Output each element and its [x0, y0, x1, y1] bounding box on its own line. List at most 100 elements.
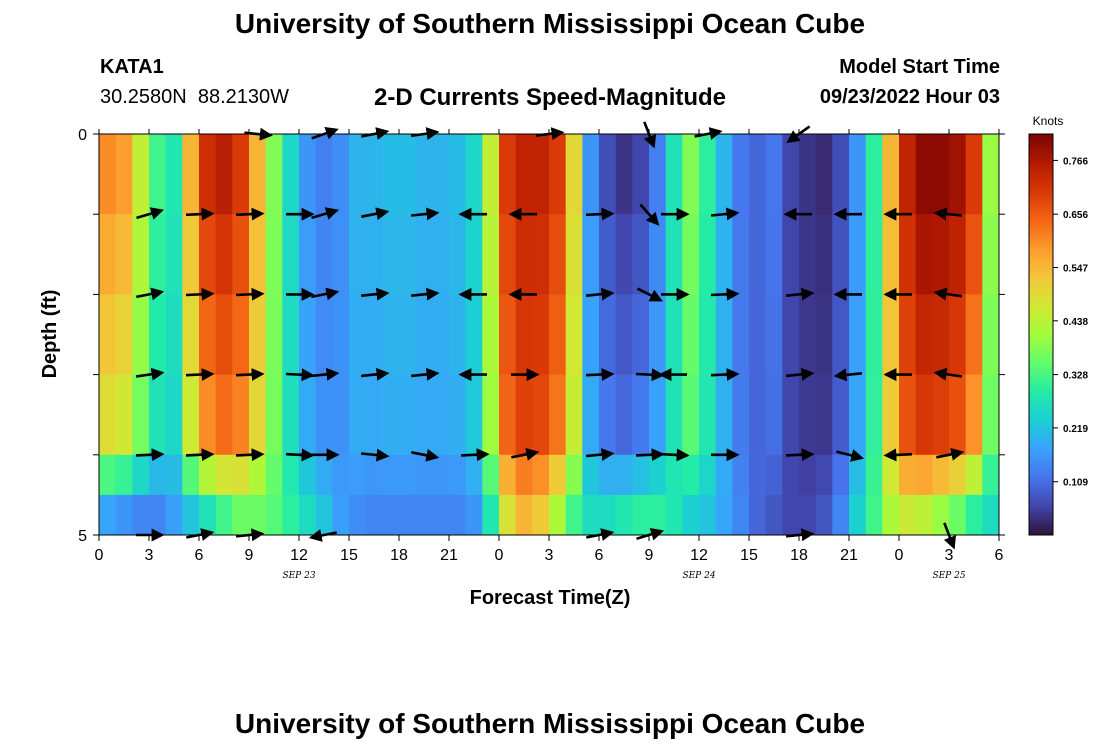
heatmap-cell: [699, 214, 717, 295]
heatmap-cell: [432, 214, 450, 295]
heatmap-cell: [799, 214, 817, 295]
heatmap-cell: [482, 214, 500, 295]
heatmap-cell: [365, 374, 383, 456]
heatmap-cell: [965, 134, 983, 215]
heatmap-cell: [615, 494, 633, 535]
heatmap-cell: [782, 134, 800, 215]
heatmap-cell: [732, 214, 750, 295]
heatmap-cell: [865, 294, 883, 376]
colorbar-tick-label: 0.328: [1063, 371, 1088, 382]
heatmap-cell: [782, 374, 800, 456]
x-tick-label: 3: [545, 547, 554, 564]
heatmap-cell: [915, 494, 933, 535]
current-vector: [285, 368, 315, 382]
x-tick-label: 15: [340, 547, 358, 564]
heatmap-cell: [632, 494, 650, 535]
heatmap-cell: [232, 374, 250, 456]
heatmap-cell: [299, 134, 317, 215]
heatmap-cell: [449, 494, 467, 535]
heatmap-cell: [399, 294, 417, 376]
heatmap-cell: [515, 374, 533, 456]
heatmap-cell: [982, 294, 999, 376]
heatmap-cell: [782, 294, 800, 376]
heatmap-cell: [949, 374, 967, 456]
heatmap-cell: [565, 294, 583, 376]
heatmap-cell: [915, 374, 933, 456]
heatmap-cell: [215, 134, 233, 215]
heatmap-cell: [665, 294, 683, 376]
heatmap-cell: [365, 294, 383, 376]
heatmap-cell: [432, 294, 450, 376]
colorbar-tick-label: 0.656: [1063, 210, 1088, 221]
heatmap-cell: [765, 294, 783, 376]
heatmap-cell: [732, 494, 750, 535]
heatmap-cell: [899, 214, 917, 295]
heatmap-cell: [765, 214, 783, 295]
heatmap-cell: [632, 134, 650, 215]
heatmap-cell: [615, 134, 633, 215]
heatmap-cell: [549, 494, 567, 535]
colorbar-tick-label: 0.766: [1063, 156, 1088, 167]
heatmap-cell: [99, 214, 117, 295]
heatmap-cell: [299, 494, 317, 535]
heatmap-cell: [599, 494, 617, 535]
current-vector: [833, 368, 863, 382]
heatmap-cell: [832, 374, 850, 456]
heatmap-cell: [649, 294, 667, 376]
x-tick-label: 6: [595, 547, 604, 564]
current-vector: [361, 207, 390, 221]
station-id: KATA1: [100, 56, 164, 78]
heatmap-cell: [282, 494, 300, 535]
current-vector: [511, 447, 540, 461]
current-vector: [883, 448, 913, 462]
heatmap-cell: [615, 374, 633, 456]
heatmap-cell: [832, 294, 850, 376]
current-vector: [710, 287, 740, 301]
current-vector: [360, 287, 390, 301]
heatmap-cell: [699, 494, 717, 535]
heatmap-cell: [399, 214, 417, 295]
heatmap-cell: [199, 494, 217, 535]
heatmap-cell: [499, 374, 517, 456]
heatmap-cell: [432, 374, 450, 456]
heatmap-cell: [782, 494, 800, 535]
heatmap-cell: [882, 134, 900, 215]
heatmap-cell: [149, 294, 167, 376]
heatmap-cell: [499, 294, 517, 376]
heatmap-cell: [265, 214, 283, 295]
heatmap-cell: [499, 494, 517, 535]
heatmap-cell: [299, 214, 317, 295]
heatmap-cell: [132, 494, 150, 535]
heatmap-cell: [565, 214, 583, 295]
x-tick-label: 18: [390, 547, 408, 564]
heatmap-cell: [449, 294, 467, 376]
current-vector: [135, 448, 165, 462]
heatmap-cell: [965, 374, 983, 456]
heatmap-cell: [182, 374, 200, 456]
heatmap-cell: [832, 134, 850, 215]
heatmap-cell: [149, 374, 167, 456]
heatmap-cell: [182, 494, 200, 535]
heatmap-cell: [915, 214, 933, 295]
heatmap-cell: [599, 294, 617, 376]
current-vector: [136, 207, 164, 220]
heatmap-cell: [565, 494, 583, 535]
current-vectors: [135, 121, 965, 550]
heatmap-cell: [932, 214, 950, 295]
current-vector: [585, 448, 615, 462]
heatmap-cell: [899, 374, 917, 456]
heatmap-cell: [349, 214, 367, 295]
heatmap-cell: [515, 214, 533, 295]
heatmap-cell: [549, 374, 567, 456]
current-vector: [639, 203, 660, 226]
heatmap-cell: [315, 494, 333, 535]
heatmap-cell: [582, 494, 600, 535]
heatmap-cell: [232, 134, 250, 215]
heatmap-cell: [449, 374, 467, 456]
x-tick-label: 0: [95, 547, 104, 564]
heatmap-cell: [332, 494, 350, 535]
heatmap-cell: [249, 294, 267, 376]
heatmap-cell: [149, 494, 167, 535]
heatmap-cell: [532, 214, 550, 295]
